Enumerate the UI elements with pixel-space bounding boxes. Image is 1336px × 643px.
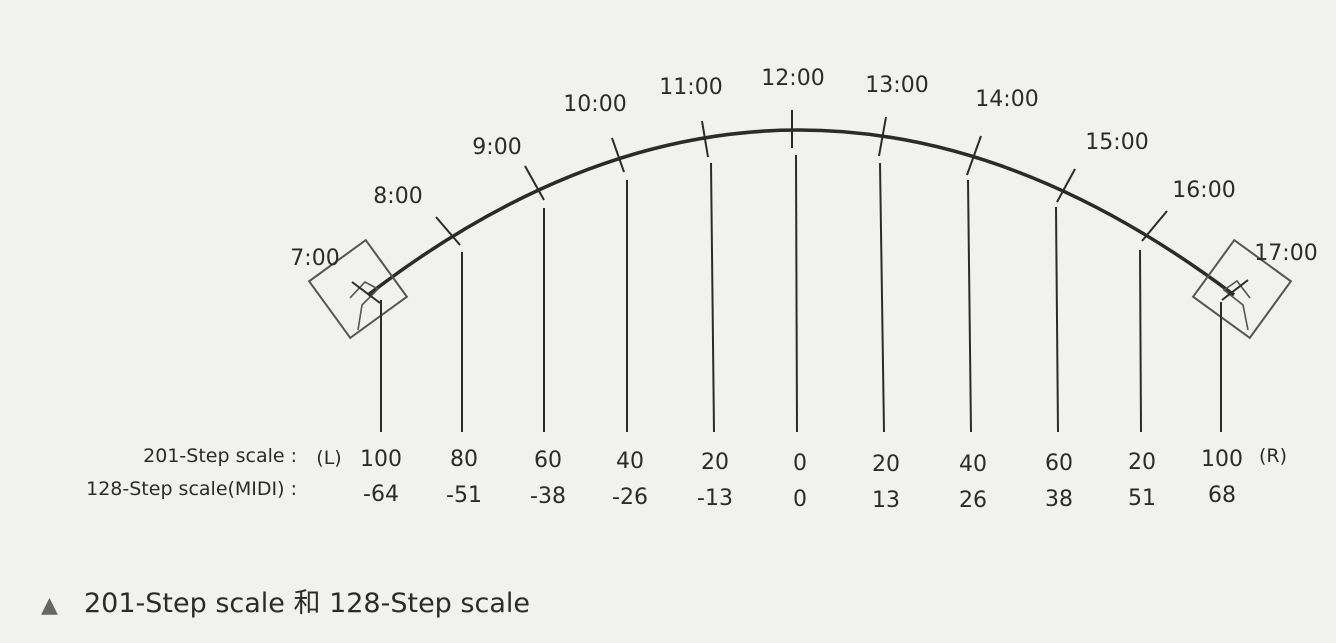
tick-11	[701, 120, 709, 158]
hour-label: 13:00	[865, 73, 928, 98]
scale-128-value: 68	[1208, 483, 1236, 508]
scale-201-value: 20	[872, 452, 900, 477]
drop-line-11	[710, 162, 715, 433]
hour-label: 11:00	[659, 75, 722, 100]
scale-128-value: 13	[872, 488, 900, 513]
scale-201-value: 0	[793, 451, 807, 476]
tick-15	[1056, 168, 1076, 203]
drop-line-15	[1055, 206, 1059, 433]
scale-201-value: 80	[450, 447, 478, 472]
left-marker: (L)	[316, 447, 341, 469]
caption-text: 201-Step scale 和 128-Step scale	[84, 588, 530, 619]
left-end-box	[307, 238, 409, 340]
drop-lines	[380, 154, 1222, 433]
tick-13	[878, 116, 887, 157]
scale-201-label: 201-Step scale :	[143, 445, 297, 467]
scale-201-value: 100	[360, 447, 402, 472]
hour-label: 15:00	[1085, 130, 1148, 155]
tick-16	[1141, 210, 1168, 242]
tick-14	[966, 135, 982, 176]
pan-arc	[366, 128, 1236, 297]
scale-201-value: 40	[616, 449, 644, 474]
hour-label: 9:00	[472, 135, 521, 160]
hour-label: 16:00	[1172, 178, 1235, 203]
scale-128-value: -64	[363, 482, 399, 507]
scale-128-value: 26	[959, 488, 987, 513]
drop-line-16	[1139, 249, 1142, 433]
scale-128-row: 128-Step scale(MIDI) : -64 -51 -38 -26 -…	[86, 478, 1236, 513]
tick-10	[611, 137, 625, 173]
scale-201-value: 20	[701, 450, 729, 475]
hour-label: 7:00	[290, 246, 339, 271]
scale-128-value: -13	[697, 486, 733, 511]
scale-201-value: 40	[959, 452, 987, 477]
scale-128-value: 51	[1128, 486, 1156, 511]
drop-line-12	[795, 154, 798, 433]
scale-201-value: 60	[1045, 451, 1073, 476]
scale-128-value: -26	[612, 485, 648, 510]
hour-label: 12:00	[761, 66, 824, 91]
drop-line-13	[879, 162, 885, 433]
scale-128-value: 0	[793, 487, 807, 512]
hour-tick-marks	[435, 110, 1168, 246]
scale-201-value: 20	[1128, 450, 1156, 475]
right-marker: (R)	[1259, 445, 1287, 467]
tick-9	[524, 165, 545, 201]
hour-label: 17:00	[1254, 241, 1317, 266]
scale-128-label: 128-Step scale(MIDI) :	[86, 478, 297, 500]
scale-201-row: 201-Step scale : (L) 100 80 60 40 20 0 2…	[143, 445, 1287, 477]
hour-label: 14:00	[975, 87, 1038, 112]
tick-8	[435, 216, 461, 246]
drop-line-14	[967, 179, 972, 433]
scale-128-value: 38	[1045, 487, 1073, 512]
scale-201-value: 100	[1201, 447, 1243, 472]
hour-label: 8:00	[373, 184, 422, 209]
caption-triangle-icon: ▲	[41, 593, 58, 618]
figure-caption: ▲ 201-Step scale 和 128-Step scale	[41, 588, 530, 619]
scale-128-value: -38	[530, 484, 566, 509]
scale-201-value: 60	[534, 448, 562, 473]
hour-labels: 7:00 8:00 9:00 10:00 11:00 12:00 13:00 1…	[290, 66, 1317, 271]
scale-128-value: -51	[446, 483, 482, 508]
hour-label: 10:00	[563, 92, 626, 117]
